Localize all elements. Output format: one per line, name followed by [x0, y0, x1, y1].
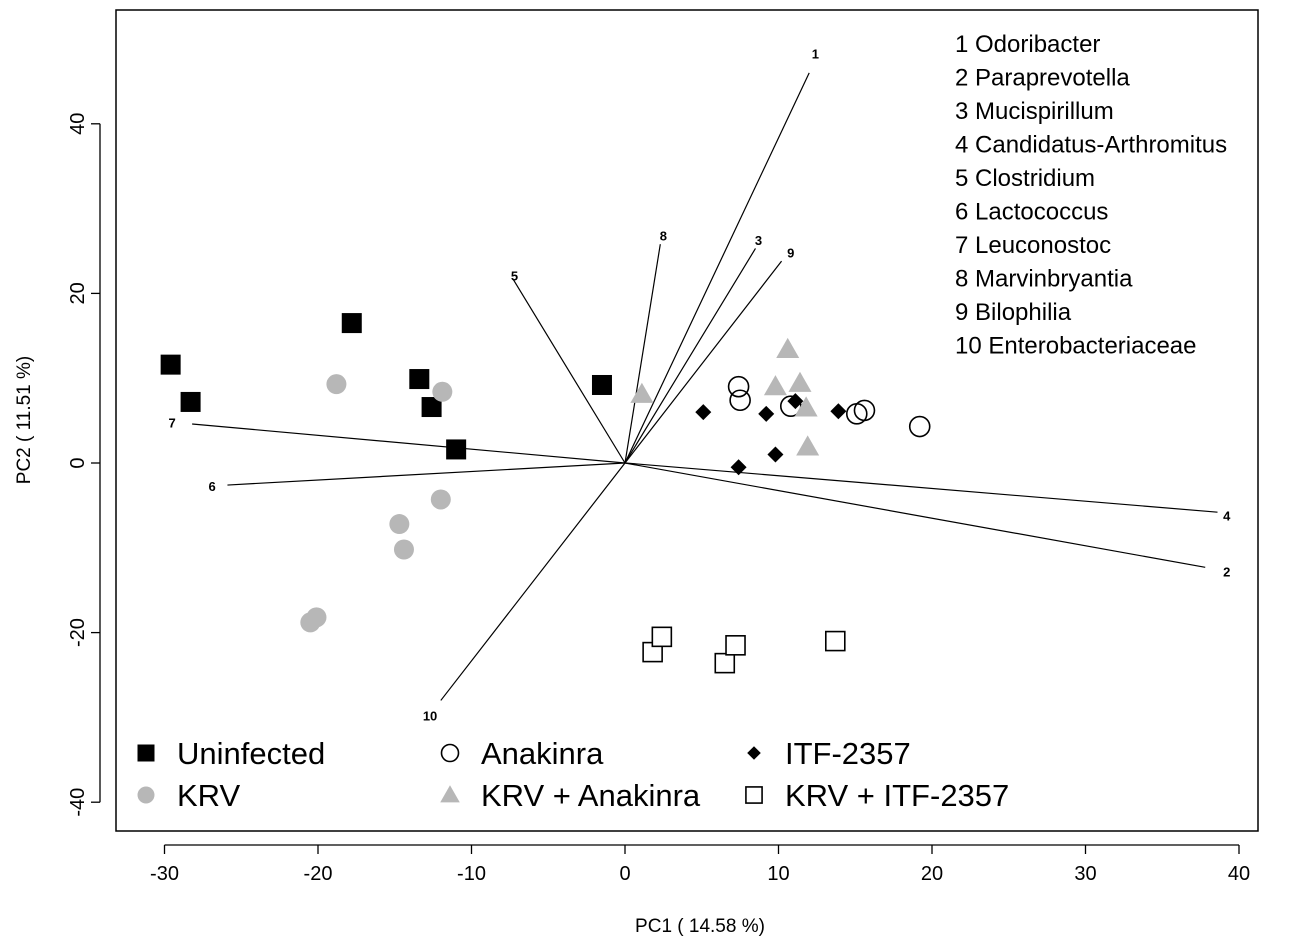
point-series5-2: [714, 652, 736, 674]
legend-label: ITF-2357: [785, 736, 911, 771]
x-tick-label: -10: [457, 863, 486, 885]
point-series0-3: [409, 369, 430, 390]
legend-marker: [440, 785, 460, 803]
point-series0-5: [446, 439, 467, 460]
x-tick-label: 40: [1228, 863, 1250, 885]
point-series3-4: [794, 396, 818, 417]
point-series3-0: [630, 382, 654, 403]
vector-7-label: 7: [169, 415, 176, 430]
vector-9-line: [624, 260, 783, 464]
group-legend: Uninfected KRV Anakinra KRV + Anakinra ITF-2…: [137, 736, 1009, 813]
genus-legend-item: 9 Bilophilia: [955, 299, 1072, 326]
point-series3-3: [788, 371, 812, 392]
vector-1-label: 1: [812, 46, 819, 61]
vector-5-line: [512, 278, 626, 464]
point-series0-4: [421, 397, 442, 418]
genus-legend-item: 2 Paraprevotella: [955, 65, 1130, 92]
vector-2-line: [624, 462, 1206, 568]
vector-8-line: [624, 244, 661, 464]
loading-vectors: 1 2 3 4 5 6 7 8 9 10: [169, 46, 1232, 723]
point-series4-3: [830, 403, 847, 420]
point-series4-0: [695, 404, 712, 421]
point-series1-4: [430, 489, 451, 510]
genus-legend-item: 6 Lactococcus: [955, 199, 1108, 226]
y-tick-label: 0: [67, 457, 89, 468]
genus-legend: 1 Odoribacter 2 Paraprevotella 3 Mucispiri…: [955, 31, 1227, 360]
vector-4-label: 4: [1223, 509, 1231, 524]
legend-marker: [137, 786, 155, 804]
point-series1-0: [326, 374, 347, 395]
vector-1-line: [624, 72, 810, 464]
point-series4-2: [787, 393, 804, 410]
point-series3-2: [763, 375, 787, 396]
genus-legend-item: 1 Odoribacter: [955, 31, 1100, 58]
legend-label: KRV: [177, 778, 241, 813]
vector-10-label: 10: [423, 709, 437, 724]
vector-7-line: [192, 423, 626, 464]
genus-legend-item: 10 Enterobacteriaceae: [955, 333, 1197, 360]
legend-label: KRV + ITF-2357: [785, 778, 1009, 813]
vector-8-label: 8: [660, 229, 667, 244]
genus-legend-item: 8 Marvinbryantia: [955, 266, 1133, 293]
point-series4-1: [758, 405, 775, 422]
vector-9-label: 9: [787, 246, 794, 261]
legend-label: Anakinra: [481, 736, 604, 771]
point-series4-4: [730, 459, 747, 476]
x-axis-title: PC1 ( 14.58 %): [635, 916, 765, 937]
point-series0-6: [591, 374, 612, 395]
point-series1-3: [393, 539, 414, 560]
x-tick-label: 0: [619, 863, 630, 885]
point-series0-2: [341, 313, 362, 334]
y-tick-label: 40: [67, 113, 89, 135]
vector-4-line: [624, 462, 1218, 513]
vector-3-line: [624, 248, 756, 464]
legend-marker: [440, 743, 460, 763]
x-tick-label: 10: [767, 863, 789, 885]
point-series1-1: [432, 381, 453, 402]
point-series3-1: [776, 337, 800, 358]
point-series5-3: [725, 635, 746, 656]
point-series2-1: [729, 389, 751, 412]
x-axis: -30 -20 -10 0 10 20 30 40: [150, 844, 1250, 885]
point-series2-5: [908, 415, 931, 438]
legend-label: KRV + Anakinra: [481, 778, 701, 813]
y-tick-label: -40: [67, 788, 89, 817]
vector-6-line: [227, 462, 626, 486]
legend-label: Uninfected: [177, 736, 325, 771]
vector-10-line: [440, 462, 626, 701]
y-tick-label: -20: [67, 618, 89, 647]
y-tick-label: 20: [67, 282, 89, 304]
vector-3-label: 3: [755, 233, 762, 248]
vector-5-label: 5: [511, 269, 518, 284]
legend-marker: [747, 746, 761, 760]
point-series1-2: [389, 514, 410, 535]
plot-frame: [115, 9, 1259, 832]
x-tick-label: -20: [304, 863, 333, 885]
x-tick-label: 20: [921, 863, 943, 885]
point-series2-4: [853, 399, 876, 422]
point-series1-6: [306, 607, 327, 628]
vector-2-label: 2: [1223, 565, 1230, 580]
point-series4-5: [767, 446, 784, 463]
x-tick-label: -30: [150, 863, 179, 885]
x-tick-label: 30: [1074, 863, 1096, 885]
point-series5-1: [651, 626, 673, 648]
genus-legend-item: 5 Clostridium: [955, 165, 1095, 192]
y-axis: -40 -20 0 20 40: [67, 113, 101, 817]
data-points: [160, 313, 931, 674]
vector-6-label: 6: [208, 479, 215, 494]
point-series3-5: [796, 435, 820, 456]
legend-marker: [137, 744, 155, 762]
point-series5-4: [824, 630, 846, 652]
point-series2-0: [727, 375, 750, 398]
y-axis-title: PC2 ( 11.51 %): [14, 356, 35, 484]
point-series0-0: [160, 354, 181, 375]
genus-legend-item: 3 Mucispirillum: [955, 98, 1114, 125]
genus-legend-item: 7 Leuconostoc: [955, 232, 1111, 259]
point-series0-1: [180, 391, 201, 412]
genus-legend-item: 4 Candidatus-Arthromitus: [955, 132, 1227, 159]
legend-marker: [745, 786, 763, 804]
